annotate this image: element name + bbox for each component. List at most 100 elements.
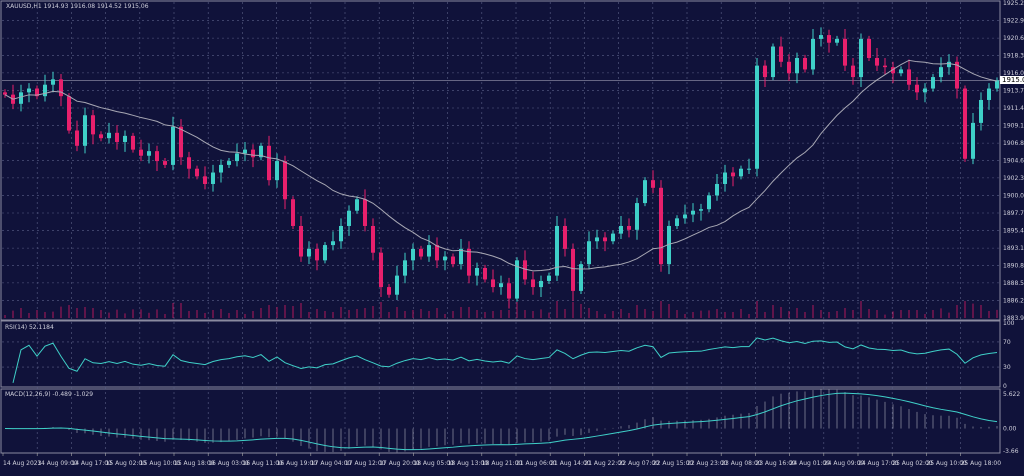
volume-bar (836, 311, 838, 318)
volume-bar (300, 303, 302, 318)
volume-bar (692, 312, 694, 318)
candle-bull (819, 35, 823, 39)
candle-bear (627, 225, 631, 230)
price-axis-label: 1913.75 (1003, 87, 1024, 94)
candle-bull (723, 172, 727, 184)
volume-bar (452, 311, 454, 318)
volume-bar (796, 308, 798, 318)
volume-bar (324, 311, 326, 318)
candle-bear (851, 65, 855, 78)
candle-bear (315, 248, 319, 261)
candle-bear (435, 245, 439, 261)
candle-bear (523, 260, 527, 280)
price-axis-label: 1895.40 (1003, 228, 1024, 235)
candle-bull (395, 275, 399, 295)
candle-bear (531, 279, 535, 288)
macd-axis-label: 5.622 (1003, 391, 1020, 398)
candle-bear (763, 65, 767, 78)
time-axis-label: 21 Aug 14:00 (550, 460, 591, 467)
volume-bar (92, 308, 94, 318)
candle-bear (379, 252, 383, 288)
candle-bull (403, 260, 407, 276)
macd-axis-label: 0.00 (1003, 426, 1017, 433)
candle-bull (27, 88, 31, 93)
volume-bar (764, 312, 766, 318)
candle-bear (827, 35, 831, 43)
price-axis-label: 1893.10 (1003, 245, 1024, 252)
macd-signal-line (4, 392, 998, 451)
candle-bear (35, 88, 39, 97)
candle-bear (915, 84, 919, 93)
volume-bar (268, 305, 270, 318)
volume-bar (28, 313, 30, 318)
candle-bull (979, 99, 983, 123)
volume-bar (252, 311, 254, 318)
candle-bear (283, 161, 287, 200)
candle-bull (83, 115, 87, 146)
macd-pane-frame (0, 388, 1001, 454)
volume-bar (596, 311, 598, 318)
candle-bear (731, 172, 735, 177)
candle-bull (323, 245, 327, 261)
volume-bar (892, 311, 894, 318)
rsi-axis-label: 30 (1003, 364, 1011, 371)
volume-bar (684, 314, 686, 318)
time-axis-label: 24 Aug 09:00 (824, 460, 865, 467)
candle-bear (779, 46, 783, 62)
time-axis-label: 18 Aug 13:00 (448, 460, 489, 467)
volume-bar (844, 308, 846, 318)
candle-bull (971, 122, 975, 159)
candle-bull (339, 225, 343, 242)
candle-bull (555, 225, 559, 276)
volume-bar (564, 309, 566, 318)
volume-bar (908, 310, 910, 318)
volume-bar (308, 312, 310, 318)
volume-bar (116, 309, 118, 318)
volume-bar (500, 310, 502, 318)
volume-bar (476, 310, 478, 318)
volume-bar (444, 314, 446, 318)
candle-bear (659, 187, 663, 265)
candle-bear (99, 134, 103, 139)
time-axis-label: 23 Aug 08:00 (721, 460, 762, 467)
price-axis-label: 1900.00 (1003, 192, 1024, 199)
time-axis-label: 17 Aug 12:00 (345, 460, 386, 467)
candle-bear (131, 135, 135, 150)
time-axis-label: 17 Aug 04:00 (311, 460, 352, 467)
time-axis-label: 15 Aug 18:00 (174, 460, 215, 467)
volume-bar (156, 309, 158, 318)
volume-bar (60, 306, 62, 318)
time-axis-label: 16 Aug 19:00 (277, 460, 318, 467)
volume-bar (604, 314, 606, 318)
time-axis-label: 24 Aug 17:00 (858, 460, 899, 467)
time-axis-label: 25 Aug 10:00 (926, 460, 967, 467)
candle-bear (195, 168, 199, 177)
rsi-axis-label: 0 (1003, 383, 1007, 390)
volume-bar (772, 305, 774, 318)
candle-bear (451, 256, 455, 265)
time-axis-label: 18 Aug 05:00 (413, 460, 454, 467)
price-axis-label: 1890.85 (1003, 262, 1024, 269)
time-axis-label: 25 Aug 02:00 (892, 460, 933, 467)
price-axis-label: 1918.30 (1003, 53, 1024, 60)
volume-bar (52, 311, 54, 318)
candle-bear (875, 57, 879, 66)
time-axis-label: 21 Aug 22:00 (584, 460, 625, 467)
time-axis-label: 22 Aug 15:00 (653, 460, 694, 467)
volume-bar (468, 307, 470, 318)
candle-bear (59, 79, 63, 97)
candle-bear (115, 132, 119, 142)
volume-bar (820, 310, 822, 318)
price-axis-label: 1911.45 (1003, 105, 1024, 112)
candle-bull (499, 283, 503, 288)
candle-bull (547, 275, 551, 281)
volume-bar (660, 301, 662, 318)
current-price-tag: 1915.06 (1000, 76, 1024, 85)
candle-bull (427, 245, 431, 257)
candle-bull (19, 92, 23, 104)
time-axis-label: 17 Aug 20:00 (379, 460, 420, 467)
time-axis-label: 23 Aug 16:00 (755, 460, 796, 467)
candle-bear (507, 283, 511, 299)
rsi-pane-frame (0, 320, 1001, 388)
